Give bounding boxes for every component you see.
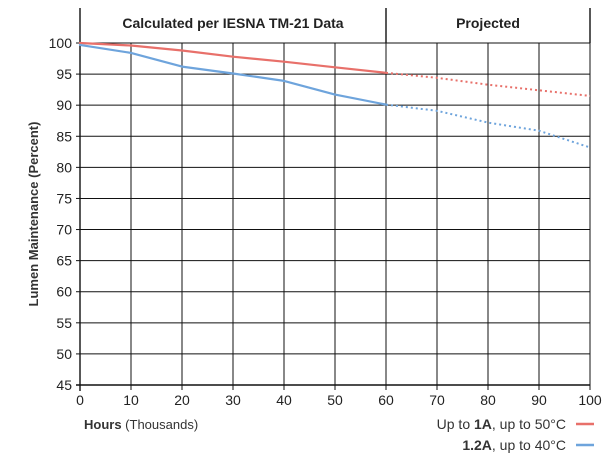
x-axis-title: Hours (Thousands) <box>84 417 198 432</box>
legend-suffix: , up to 40°C <box>492 437 566 453</box>
legend-suffix: , up to 50°C <box>492 416 566 432</box>
x-tick-label: 10 <box>123 392 139 408</box>
x-tick-label: 80 <box>480 392 496 408</box>
series-line-projected <box>385 71 591 97</box>
y-tick-label: 70 <box>56 222 72 238</box>
legend-bold: 1A <box>474 416 492 432</box>
legend: Up to 1A, up to 50°C1.2A, up to 40°C <box>437 416 594 453</box>
y-tick-label: 60 <box>56 284 72 300</box>
header-projected-label: Projected <box>456 15 520 31</box>
y-axis-title: Lumen Maintenance (Percent) <box>26 122 41 307</box>
y-tick-label: 90 <box>56 97 72 113</box>
x-tick-label: 40 <box>276 392 292 408</box>
y-tick-label: 45 <box>56 377 72 393</box>
y-tick-label: 80 <box>56 159 72 175</box>
x-tick-label: 0 <box>76 392 84 408</box>
x-tick-labels: 0 10 20 30 40 50 60 70 80 90 100 <box>76 392 602 408</box>
series-line-calculated <box>78 43 388 106</box>
y-tick-label: 75 <box>56 190 72 206</box>
x-axis-title-rest: (Thousands) <box>122 417 199 432</box>
x-axis-title-bold: Hours <box>84 417 122 432</box>
x-tick-label: 60 <box>378 392 394 408</box>
header-calculated-label: Calculated per IESNA TM-21 Data <box>122 15 343 31</box>
y-tick-label: 65 <box>56 253 72 269</box>
x-tick-label: 70 <box>429 392 445 408</box>
x-tick-label: 100 <box>578 392 602 408</box>
legend-bold: 1.2A <box>462 437 492 453</box>
x-tick-label: 30 <box>225 392 241 408</box>
legend-entry-label: Up to 1A, up to 50°C <box>437 416 566 432</box>
x-tick-label: 90 <box>531 392 547 408</box>
y-tick-label: 100 <box>49 35 73 51</box>
legend-prefix: Up to <box>437 416 474 432</box>
y-tick-label: 95 <box>56 66 72 82</box>
y-tick-label: 85 <box>56 128 72 144</box>
x-tick-label: 50 <box>327 392 343 408</box>
legend-entry-label: 1.2A, up to 40°C <box>462 437 566 453</box>
x-tick-label: 20 <box>174 392 190 408</box>
series-layer <box>78 41 591 149</box>
y-tick-labels: 45 50 55 60 65 70 75 80 85 90 95 100 <box>49 35 73 393</box>
grid-layer <box>76 8 591 391</box>
series-line-calculated <box>78 41 388 74</box>
header-band: Calculated per IESNA TM-21 Data Projecte… <box>122 15 520 31</box>
y-tick-label: 55 <box>56 315 72 331</box>
y-tick-label: 50 <box>56 346 72 362</box>
